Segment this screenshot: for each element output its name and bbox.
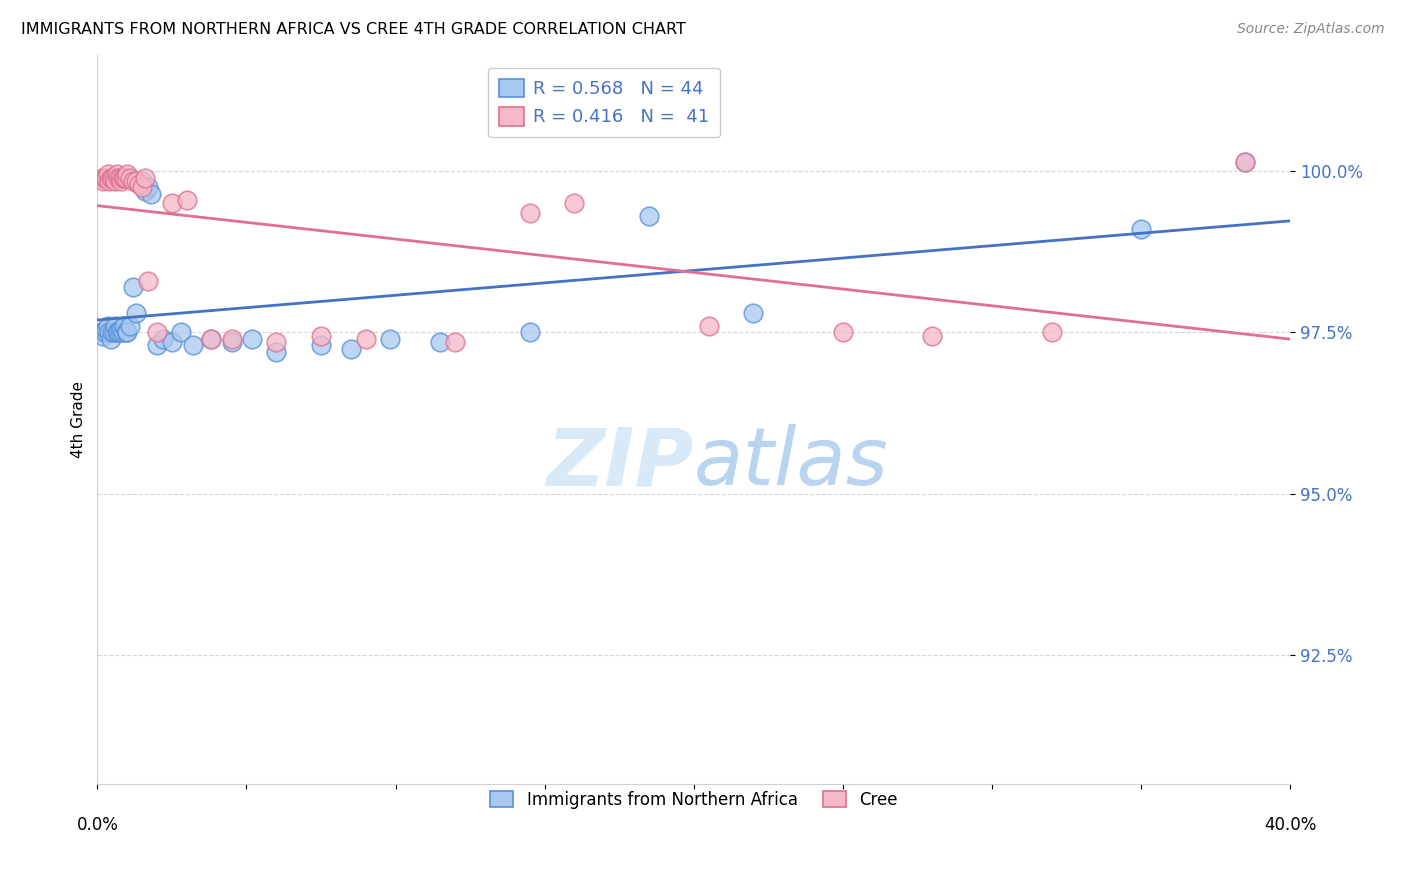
Point bbox=[181, 338, 204, 352]
Legend: Immigrants from Northern Africa, Cree: Immigrants from Northern Africa, Cree bbox=[484, 784, 904, 816]
Point bbox=[110, 322, 132, 336]
Point bbox=[131, 180, 153, 194]
Point bbox=[429, 335, 451, 350]
Point bbox=[340, 342, 363, 356]
Point bbox=[1234, 154, 1257, 169]
Point bbox=[742, 306, 765, 320]
Point bbox=[120, 319, 142, 334]
Point bbox=[1130, 222, 1153, 236]
Point bbox=[519, 206, 541, 220]
Point bbox=[242, 332, 264, 346]
Point bbox=[146, 338, 169, 352]
Point bbox=[114, 170, 136, 185]
Point bbox=[131, 174, 153, 188]
Point bbox=[136, 180, 159, 194]
Point bbox=[104, 174, 127, 188]
Point bbox=[221, 335, 243, 350]
Point bbox=[98, 326, 121, 340]
Point bbox=[122, 280, 145, 294]
Point bbox=[101, 170, 124, 185]
Point bbox=[309, 328, 332, 343]
Point bbox=[160, 196, 183, 211]
Point bbox=[638, 210, 661, 224]
Point bbox=[105, 168, 128, 182]
Point bbox=[115, 326, 138, 340]
Point bbox=[1040, 326, 1063, 340]
Point bbox=[122, 174, 145, 188]
Point bbox=[309, 338, 332, 352]
Point bbox=[697, 319, 720, 334]
Point bbox=[97, 168, 120, 182]
Point bbox=[125, 174, 148, 188]
Point bbox=[831, 326, 853, 340]
Text: Source: ZipAtlas.com: Source: ZipAtlas.com bbox=[1237, 22, 1385, 37]
Point bbox=[120, 170, 142, 185]
Text: 0.0%: 0.0% bbox=[76, 816, 118, 834]
Point bbox=[564, 196, 586, 211]
Point bbox=[264, 335, 287, 350]
Point bbox=[97, 319, 120, 334]
Point bbox=[146, 326, 169, 340]
Point bbox=[139, 186, 162, 201]
Point bbox=[96, 170, 118, 185]
Point bbox=[91, 174, 114, 188]
Point bbox=[128, 177, 150, 191]
Point bbox=[105, 326, 128, 340]
Point bbox=[104, 319, 127, 334]
Point bbox=[91, 328, 114, 343]
Point bbox=[200, 332, 222, 346]
Point bbox=[103, 326, 125, 340]
Point bbox=[96, 322, 118, 336]
Y-axis label: 4th Grade: 4th Grade bbox=[72, 381, 86, 458]
Point bbox=[111, 170, 134, 185]
Point bbox=[160, 335, 183, 350]
Point bbox=[1234, 154, 1257, 169]
Point bbox=[107, 326, 129, 340]
Point bbox=[200, 332, 222, 346]
Point bbox=[134, 184, 156, 198]
Point bbox=[94, 170, 117, 185]
Point bbox=[115, 168, 138, 182]
Point bbox=[921, 328, 943, 343]
Text: atlas: atlas bbox=[693, 425, 889, 502]
Point bbox=[378, 332, 401, 346]
Point bbox=[108, 170, 131, 185]
Point bbox=[112, 170, 135, 185]
Point bbox=[103, 170, 125, 185]
Point bbox=[90, 170, 112, 185]
Point bbox=[108, 326, 131, 340]
Point bbox=[176, 194, 198, 208]
Point bbox=[107, 170, 129, 185]
Point bbox=[98, 174, 121, 188]
Point bbox=[100, 332, 122, 346]
Point bbox=[519, 326, 541, 340]
Text: 40.0%: 40.0% bbox=[1264, 816, 1316, 834]
Point bbox=[128, 177, 150, 191]
Point bbox=[90, 326, 112, 340]
Text: IMMIGRANTS FROM NORTHERN AFRICA VS CREE 4TH GRADE CORRELATION CHART: IMMIGRANTS FROM NORTHERN AFRICA VS CREE … bbox=[21, 22, 686, 37]
Point bbox=[111, 326, 134, 340]
Point bbox=[354, 332, 377, 346]
Point bbox=[110, 174, 132, 188]
Point bbox=[112, 319, 135, 334]
Point bbox=[114, 326, 136, 340]
Point bbox=[264, 344, 287, 359]
Text: ZIP: ZIP bbox=[547, 425, 693, 502]
Point bbox=[101, 326, 124, 340]
Point bbox=[125, 306, 148, 320]
Point bbox=[94, 326, 117, 340]
Point bbox=[136, 274, 159, 288]
Point bbox=[100, 170, 122, 185]
Point bbox=[221, 332, 243, 346]
Point bbox=[170, 326, 193, 340]
Point bbox=[152, 332, 174, 346]
Point bbox=[134, 170, 156, 185]
Point bbox=[444, 335, 467, 350]
